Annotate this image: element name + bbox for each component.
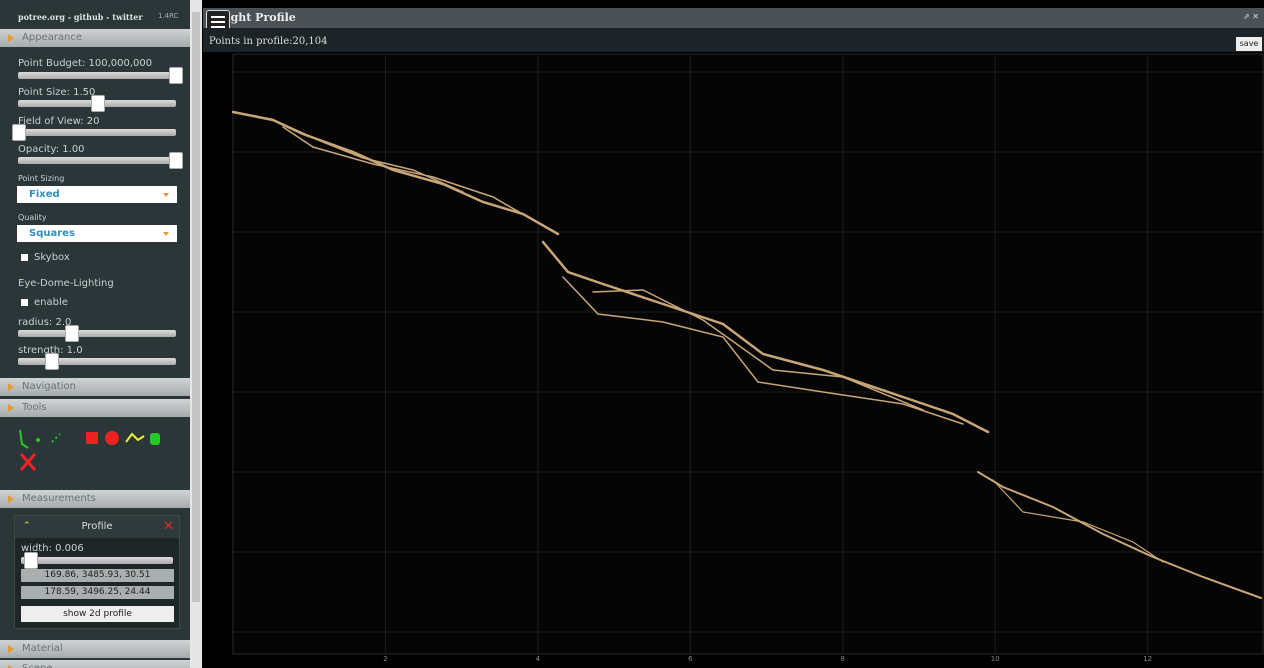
info-bar: Points in profile:20,104 save: [203, 28, 1264, 52]
select[interactable]: Fixed: [17, 186, 177, 203]
section-header[interactable]: Scene: [0, 660, 190, 668]
label: Opacity: 1.00: [18, 144, 85, 155]
links[interactable]: potree.org - github - twitter: [18, 12, 143, 22]
slider-knob[interactable]: [12, 124, 26, 141]
profile-panel: Profile ⌃ ✕ width: 0.006 169.86, 3485.93…: [14, 515, 180, 629]
point-cloud: [231, 110, 1262, 599]
label: enable: [34, 297, 68, 308]
scrollbar[interactable]: [190, 0, 202, 668]
save-button[interactable]: save: [1236, 37, 1262, 51]
slider-knob[interactable]: [169, 152, 183, 169]
label: Quality: [18, 213, 47, 222]
label: Skybox: [34, 252, 70, 263]
tool-distance[interactable]: [51, 433, 61, 443]
label: Point Sizing: [18, 174, 65, 183]
x-tick-label: 6: [688, 655, 693, 663]
label: strength: 1.0: [18, 345, 83, 356]
panel-title: Height Profile: [209, 11, 296, 24]
horizontal-grid: [233, 71, 1263, 633]
slider-knob[interactable]: [169, 67, 183, 84]
window-controls[interactable]: ⇗ ✕: [1243, 12, 1259, 21]
select[interactable]: Squares: [17, 225, 177, 242]
x-tick-label: 4: [536, 655, 541, 663]
tool-icons: [19, 429, 160, 471]
label: radius: 2.0: [18, 317, 72, 328]
slider[interactable]: [18, 152, 183, 169]
coordinate: 169.86, 3485.93, 30.51: [21, 569, 174, 582]
profile-plot: 2 4 6 8 10 12: [231, 53, 1264, 663]
slider-knob[interactable]: [24, 552, 38, 569]
slider[interactable]: [18, 95, 176, 112]
section-header[interactable]: Navigation: [0, 378, 190, 396]
slider-knob[interactable]: [65, 325, 79, 342]
tool-area[interactable]: [86, 432, 98, 444]
label: Point Size: 1.50: [18, 87, 96, 98]
section-header[interactable]: Material: [0, 640, 190, 658]
header: potree.org - github - twitter 1.4RC: [0, 0, 190, 30]
title-bar: Height Profile ⇗ ✕: [203, 8, 1264, 34]
section-header[interactable]: Measurements: [0, 490, 190, 508]
tool-angle[interactable]: [19, 429, 29, 449]
slider[interactable]: [12, 124, 176, 141]
x-tick-label: 10: [991, 655, 1000, 663]
checkbox[interactable]: [21, 254, 28, 261]
label: Point Budget: 100,000,000: [18, 58, 153, 69]
sidebar: potree.org - github - twitter 1.4RC Appe…: [0, 0, 190, 668]
label: width: 0.006: [21, 543, 84, 554]
points-count: Points in profile:20,104: [209, 36, 328, 47]
plot-area: [232, 53, 1264, 655]
profile-icon: ⌃: [23, 521, 31, 531]
slider-knob[interactable]: [91, 95, 105, 112]
slider[interactable]: [18, 67, 183, 84]
profile-title: Profile: [15, 516, 179, 538]
tool-clip[interactable]: [150, 433, 160, 445]
slider[interactable]: [18, 353, 176, 370]
x-tick-label: 2: [383, 655, 387, 663]
x-tick-label: 12: [1143, 655, 1152, 663]
section-header[interactable]: Tools: [0, 399, 190, 417]
section-header[interactable]: Appearance: [0, 29, 190, 47]
coordinate: 178.59, 3496.25, 24.44: [21, 586, 174, 599]
tool-remove[interactable]: [19, 453, 37, 471]
slider-knob[interactable]: [45, 353, 59, 370]
slider[interactable]: [21, 552, 173, 569]
slider[interactable]: [18, 325, 176, 342]
scroll-thumb[interactable]: [192, 12, 200, 602]
tool-profile[interactable]: [125, 432, 145, 443]
tool-point[interactable]: [36, 438, 40, 442]
close-icon[interactable]: ✕: [163, 519, 174, 534]
checkbox[interactable]: [21, 299, 28, 306]
x-tick-label: 8: [841, 655, 845, 663]
label: Eye-Dome-Lighting: [18, 278, 114, 289]
tool-volume[interactable]: [105, 431, 119, 445]
button[interactable]: show 2d profile: [21, 606, 174, 622]
label: Field of View: 20: [18, 116, 100, 127]
version: 1.4RC: [158, 12, 179, 20]
